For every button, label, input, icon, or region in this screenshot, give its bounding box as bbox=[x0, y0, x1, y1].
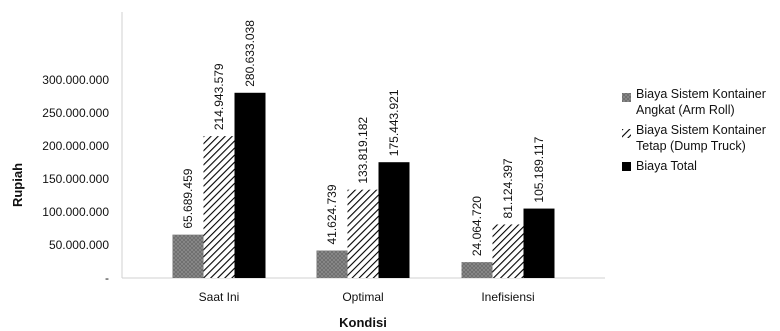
x-tick-label: Inefisiensi bbox=[481, 290, 534, 304]
bar bbox=[492, 224, 524, 278]
legend-item-total: Biaya Total bbox=[622, 158, 780, 174]
bars-group bbox=[172, 92, 555, 278]
x-tick-label: Optimal bbox=[342, 290, 383, 304]
data-label: 280.633.038 bbox=[243, 20, 257, 87]
y-tick-label: - bbox=[105, 271, 109, 285]
y-axis-title: Rupiah bbox=[10, 163, 25, 207]
y-tick-label: 250.000.000 bbox=[42, 106, 109, 120]
y-tick-label: 200.000.000 bbox=[42, 139, 109, 153]
data-label: 133.819.182 bbox=[356, 117, 370, 184]
legend-label-dump-truck: Biaya Sistem Kontainer Tetap (Dump Truck… bbox=[636, 123, 766, 153]
x-axis-title: Kondisi bbox=[339, 315, 387, 330]
legend-label-total: Biaya Total bbox=[636, 159, 697, 173]
bar bbox=[203, 136, 235, 278]
bar bbox=[378, 162, 410, 278]
y-tick-label: 50.000.000 bbox=[49, 238, 109, 252]
data-label: 175.443.921 bbox=[387, 89, 401, 156]
legend: Biaya Sistem Kontainer Angkat (Arm Roll)… bbox=[622, 86, 780, 178]
legend-item-arm-roll: Biaya Sistem Kontainer Angkat (Arm Roll) bbox=[622, 86, 780, 118]
bar bbox=[347, 189, 379, 278]
bar bbox=[461, 262, 493, 278]
legend-swatch-dump-truck bbox=[622, 126, 631, 138]
legend-swatch-arm-roll bbox=[622, 90, 631, 102]
data-label: 105.189.117 bbox=[532, 136, 546, 202]
y-tick-label: 150.000.000 bbox=[42, 172, 109, 186]
legend-item-dump-truck: Biaya Sistem Kontainer Tetap (Dump Truck… bbox=[622, 122, 780, 154]
bar bbox=[172, 234, 204, 278]
data-label: 65.689.459 bbox=[181, 168, 195, 228]
x-axis-ticks: Saat Ini Optimal Inefisiensi bbox=[199, 290, 535, 304]
y-tick-label: 100.000.000 bbox=[42, 205, 109, 219]
data-label: 214.943.579 bbox=[212, 63, 226, 130]
legend-swatch-total bbox=[622, 162, 631, 171]
bar bbox=[234, 92, 266, 278]
legend-label-arm-roll: Biaya Sistem Kontainer Angkat (Arm Roll) bbox=[636, 87, 766, 117]
y-tick-label: 300.000.000 bbox=[42, 73, 109, 87]
bar bbox=[523, 208, 555, 278]
bar bbox=[316, 250, 348, 278]
data-labels-group: 65.689.459 214.943.579 280.633.038 41.624.7… bbox=[181, 20, 546, 256]
y-axis-ticks: - 50.000.000 100.000.000 150.000.000 200.000… bbox=[42, 73, 109, 285]
data-label: 24.064.720 bbox=[470, 196, 484, 256]
data-label: 81.124.397 bbox=[501, 158, 515, 218]
data-label: 41.624.739 bbox=[325, 184, 339, 244]
x-tick-label: Saat Ini bbox=[199, 290, 240, 304]
